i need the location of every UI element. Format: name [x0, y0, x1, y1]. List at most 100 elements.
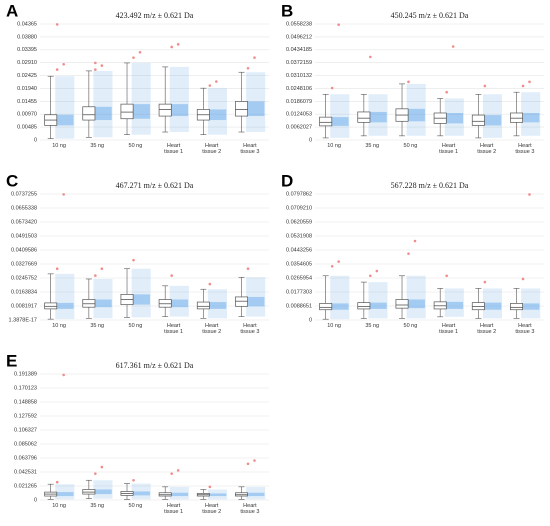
points-core	[132, 294, 150, 305]
outlier	[337, 260, 340, 263]
outlier	[253, 459, 256, 462]
points-core	[483, 302, 502, 310]
x-label-box: Heart tissue 1	[439, 323, 458, 335]
panel-letter: C	[6, 171, 18, 190]
x-tick-label: 50 ng	[403, 143, 418, 149]
points-spread	[368, 94, 388, 136]
points-core	[445, 301, 464, 309]
x-tick-label: 10 ng	[327, 143, 341, 149]
points-core	[56, 302, 74, 309]
points-spread	[246, 486, 266, 500]
x-label-box: 35 ng	[365, 323, 379, 329]
points-core	[331, 303, 349, 310]
outlier	[55, 267, 59, 271]
points-spread	[521, 92, 541, 136]
outlier	[451, 45, 455, 48]
y-tick-label: 0.042531	[14, 469, 37, 475]
y-tick-label: 0	[309, 317, 312, 323]
x-tick-label: 35 ng	[365, 143, 380, 149]
y-tick-label: 0.04365	[17, 21, 37, 27]
y-tick-label: 0.02910	[17, 60, 37, 66]
panel-title: 467.271 m/z ± 0.621 Da	[116, 181, 194, 190]
y-tick-label: 0.148858	[14, 399, 37, 405]
points-spread	[330, 94, 350, 138]
x-label-box: Heart tissue 2	[202, 323, 222, 336]
y-tick-label: 0.03395	[17, 47, 37, 53]
points-core	[208, 302, 227, 309]
box	[319, 116, 333, 127]
x-label-box: 50 ng	[129, 503, 143, 509]
x-label-box: Heart tissue 1	[164, 323, 183, 335]
y-tick-label: 0.0088651	[286, 303, 312, 309]
outlier	[100, 267, 104, 271]
x-tick-label: Heart tissue 3	[240, 143, 260, 156]
points-core	[170, 104, 189, 117]
outlier	[528, 80, 531, 84]
points-core	[369, 111, 387, 123]
x-tick-label: 35 ng	[90, 143, 105, 149]
x-label-box: 10 ng	[52, 323, 66, 329]
x-label-box: Heart tissue 3	[515, 143, 534, 155]
y-tick-label: 0.0248106	[286, 86, 312, 92]
y-tick-label: 0.01455	[17, 99, 37, 105]
x-tick-label: Heart tissue 3	[240, 323, 260, 336]
outlier	[369, 55, 372, 59]
y-tick-label: 0.0354605	[286, 261, 312, 267]
box	[82, 106, 96, 121]
y-tick-label: 0.0620559	[286, 219, 312, 225]
x-tick-label: Heart tissue 3	[240, 503, 260, 516]
points-core	[331, 117, 349, 126]
y-tick-label: 0.0655338	[11, 205, 37, 211]
y-tick-label: 0.106327	[14, 427, 37, 433]
outlier	[208, 84, 212, 87]
y-tick-label: 0.063796	[14, 455, 37, 461]
x-label-box: 50 ng	[129, 143, 143, 149]
outlier	[407, 80, 410, 84]
x-label-box: 50 ng	[403, 143, 418, 149]
y-tick-label: 0.0797862	[286, 191, 312, 197]
points-core	[445, 112, 464, 124]
x-label-box: 10 ng	[52, 503, 66, 509]
panel-letter: D	[281, 171, 293, 190]
x-tick-label: Heart tissue 2	[202, 503, 222, 516]
points-spread	[93, 70, 113, 138]
points-core	[56, 492, 74, 497]
x-tick-label: 10 ng	[52, 323, 66, 329]
y-tick-label: 0.0245752	[11, 275, 37, 281]
y-tick-label: 0.00970	[17, 112, 37, 118]
points-spread	[93, 480, 113, 499]
points-core	[94, 489, 112, 495]
y-tick-label: 0.0491503	[11, 233, 37, 239]
x-label-box: 50 ng	[129, 323, 143, 329]
y-tick-label: 0.03880	[17, 34, 37, 40]
outlier	[62, 373, 65, 377]
x-label-box: 35 ng	[90, 323, 104, 329]
y-tick-label: 0.02425	[17, 73, 37, 79]
outlier	[55, 68, 59, 71]
points-spread	[131, 62, 151, 135]
x-tick-label: Heart tissue 2	[202, 143, 222, 156]
x-tick-label: Heart tissue 1	[439, 143, 459, 156]
points-spread	[406, 83, 426, 136]
points-spread	[207, 289, 228, 319]
box	[158, 103, 172, 117]
points-core	[132, 104, 150, 119]
outlier	[445, 274, 448, 278]
outlier	[330, 265, 334, 268]
points-core	[369, 302, 387, 309]
points-core	[94, 106, 112, 121]
outlier	[132, 56, 135, 59]
outlier	[521, 277, 525, 281]
x-label-box: 35 ng	[90, 143, 105, 149]
points-core	[407, 108, 425, 122]
points-core	[246, 296, 265, 307]
points-spread	[207, 88, 228, 135]
outlier	[55, 480, 59, 484]
y-tick-label: 0.0434185	[286, 47, 312, 53]
points-spread	[131, 483, 151, 500]
x-tick-label: Heart tissue 2	[202, 323, 222, 336]
x-label-box: Heart tissue 1	[439, 143, 459, 156]
y-tick-label: 0.191389	[14, 371, 37, 377]
x-label-box: 10 ng	[327, 143, 341, 149]
y-tick-label: 0.127592	[14, 413, 37, 419]
